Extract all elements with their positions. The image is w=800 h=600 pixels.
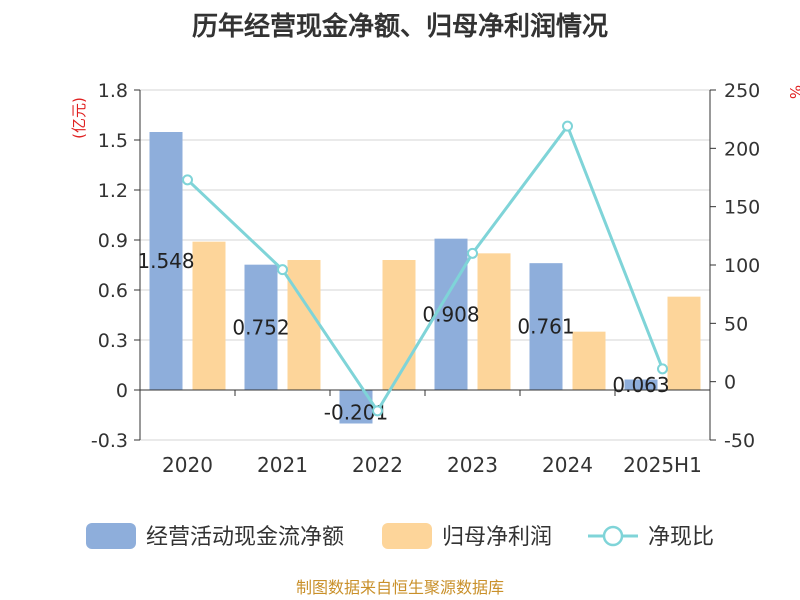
bar-cashflow-2023	[434, 238, 468, 390]
right-tick-label-4: 50	[724, 313, 748, 335]
data-label-cashflow-2025H1: 0.063	[612, 373, 669, 397]
bar-netprofit-2024	[572, 331, 606, 390]
left-tick-label-6: 0	[116, 380, 128, 402]
left-tick-label-0: 1.8	[98, 80, 128, 102]
ratio-line-path	[186, 123, 664, 414]
legend-swatch-netprofit	[382, 523, 432, 549]
left-axis-unit: (亿元)	[70, 97, 88, 139]
ratio-point-2020	[182, 174, 193, 186]
right-tick-label-0: 250	[724, 80, 760, 102]
right-tick-label-5: 0	[724, 372, 736, 394]
source-note: 制图数据来自恒生聚源数据库	[296, 578, 504, 597]
right-tick-label-6: -50	[724, 430, 755, 452]
ratio-line	[182, 120, 668, 417]
bar-cashflow-2024	[529, 263, 563, 390]
right-axis-unit: %	[786, 85, 800, 99]
data-label-cashflow-2020: 1.548	[137, 249, 194, 273]
right-tick-label-3: 100	[724, 255, 760, 277]
ratio-point-2023	[467, 247, 478, 259]
chart-title: 历年经营现金净额、归母净利润情况	[192, 11, 608, 42]
ratio-point-2024	[562, 120, 573, 132]
category-label-2021: 2021	[257, 453, 308, 477]
left-tick-label-5: 0.3	[98, 330, 128, 352]
bar-cashflow-2025H1	[624, 379, 658, 390]
legend-marker-ratio	[602, 525, 624, 547]
bar-netprofit-2021	[287, 260, 321, 390]
legend: 经营活动现金流净额 归母净利润 净现比	[86, 523, 714, 550]
data-label-cashflow-2024: 0.761	[517, 315, 574, 339]
ratio-point-2022	[372, 405, 383, 417]
left-tick-label-2: 1.2	[98, 180, 128, 202]
right-tick-label-1: 200	[724, 138, 760, 160]
legend-label-netprofit: 归母净利润	[442, 525, 552, 550]
legend-label-cashflow: 经营活动现金流净额	[146, 525, 344, 550]
category-label-2022: 2022	[352, 453, 403, 477]
category-label-2025H1: 2025H1	[623, 453, 702, 477]
bars	[149, 132, 701, 424]
left-tick-label-7: -0.3	[91, 430, 128, 452]
legend-swatch-cashflow	[86, 523, 136, 549]
left-tick-label-1: 1.5	[98, 130, 128, 152]
legend-label-ratio: 净现比	[648, 525, 714, 550]
left-tick-label-4: 0.6	[98, 280, 128, 302]
category-label-2020: 2020	[162, 453, 213, 477]
ratio-point-2021	[277, 264, 288, 276]
bar-netprofit-2020	[192, 241, 226, 390]
right-tick-label-2: 150	[724, 197, 760, 219]
bar-netprofit-2022	[382, 260, 416, 390]
bar-netprofit-2025H1	[667, 296, 701, 390]
bar-netprofit-2023	[477, 253, 511, 390]
category-label-2023: 2023	[447, 453, 498, 477]
category-label-2024: 2024	[542, 453, 593, 477]
category-labels: 2020 2021 2022 2023 2024 2025H1	[162, 453, 702, 477]
bar-cashflow-2020	[149, 132, 183, 390]
data-label-cashflow-2021: 0.752	[232, 315, 289, 339]
bar-cashflow-2021	[244, 264, 278, 390]
right-axis-ticks: 250 200 150 100 50 0 -50	[710, 80, 760, 452]
left-axis-ticks: 1.8 1.5 1.2 0.9 0.6 0.3 0 -0.3	[91, 80, 140, 452]
left-tick-label-3: 0.9	[98, 230, 128, 252]
ratio-point-2025H1	[657, 363, 668, 375]
